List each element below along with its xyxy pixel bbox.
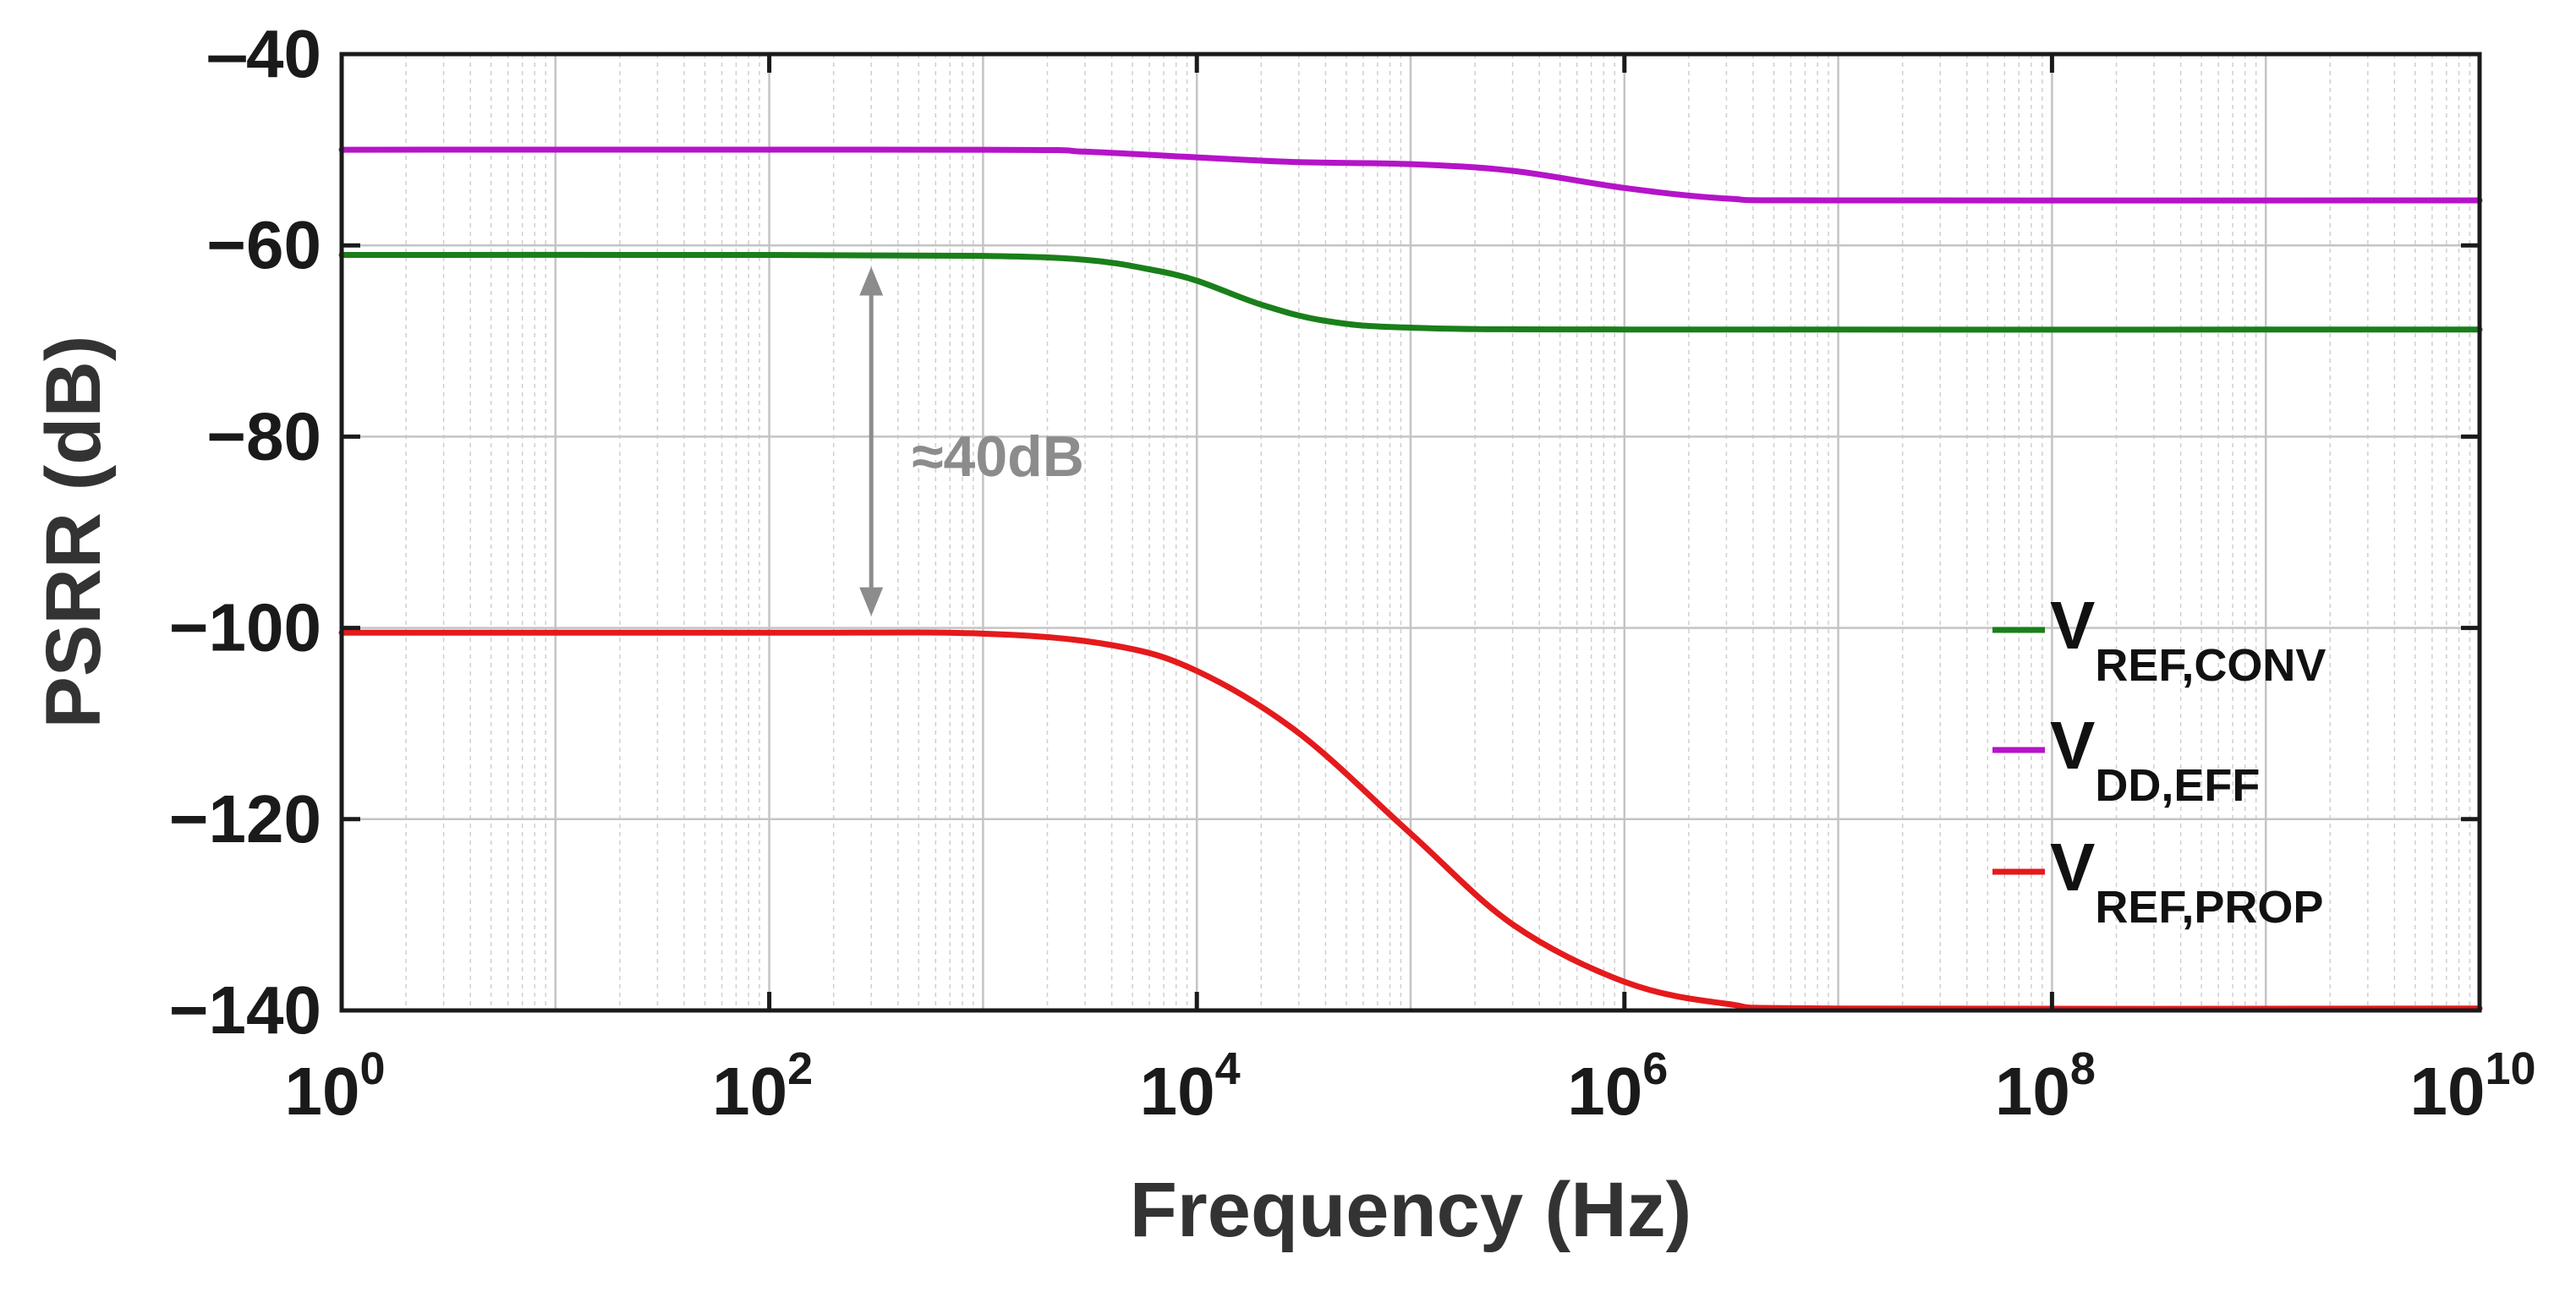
series-line-dd-eff <box>338 146 2483 204</box>
y-tick-label: −60 <box>206 207 321 282</box>
x-tick-label: 108 <box>1995 1043 2096 1129</box>
legend-label-subscript: DD,EFF <box>2095 760 2260 811</box>
gap-arrow-head-bottom <box>859 587 884 616</box>
x-tick-label: 106 <box>1567 1043 1668 1129</box>
plot-frame <box>339 52 2482 1013</box>
x-tick-label: 100 <box>284 1043 385 1129</box>
series-line-ref-conv <box>338 251 2483 333</box>
x-tick-exponent: 8 <box>2070 1043 2096 1094</box>
legend-label-subscript: REF,CONV <box>2095 640 2326 691</box>
tick-layer: 100 102 104 106 108 1010‒40−60−80−100−120−140 <box>169 16 2536 1129</box>
gap-annotation-label: ≈40dB <box>912 424 1084 489</box>
y-tick-label: −140 <box>169 972 321 1048</box>
y-tick-label: −80 <box>206 398 321 474</box>
x-tick-label: 102 <box>712 1043 813 1129</box>
x-tick-exponent: 2 <box>787 1043 813 1094</box>
y-tick-label: ‒40 <box>208 16 321 91</box>
annotation-layer: ≈40dB <box>859 266 1084 616</box>
x-tick-label: 104 <box>1140 1043 1241 1129</box>
y-tick-label: −120 <box>169 781 321 857</box>
minor-grid <box>405 54 2471 1010</box>
y-tick-label: −100 <box>169 590 321 665</box>
legend-label-subscript: REF,PROP <box>2095 882 2323 933</box>
x-tick-exponent: 6 <box>1642 1043 1668 1094</box>
x-tick-exponent: 10 <box>2485 1043 2535 1094</box>
x-tick-label: 1010 <box>2409 1043 2535 1129</box>
x-axis-label: Frequency (Hz) <box>1130 1167 1692 1253</box>
y-axis-label: PSRR (dB) <box>30 335 117 728</box>
x-tick-exponent: 0 <box>359 1043 385 1094</box>
x-tick-exponent: 4 <box>1215 1043 1241 1094</box>
gap-arrow-head-top <box>859 266 884 296</box>
